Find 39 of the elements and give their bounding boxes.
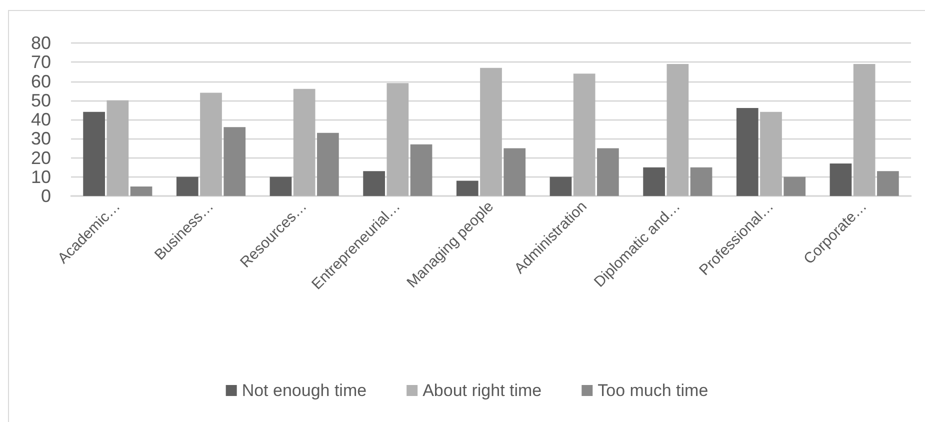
bar — [270, 176, 292, 196]
bar — [690, 167, 712, 196]
y-tick-label: 40 — [30, 110, 51, 130]
bar — [666, 64, 689, 196]
bar — [480, 68, 502, 196]
bar — [597, 148, 619, 196]
bar — [363, 171, 385, 196]
bar — [573, 74, 596, 196]
bar — [317, 132, 339, 196]
y-tick-label: 50 — [30, 90, 51, 110]
bar — [877, 171, 899, 196]
bar — [83, 112, 105, 196]
bar — [386, 83, 409, 196]
bar — [504, 148, 526, 196]
bar — [176, 176, 198, 196]
bar — [830, 163, 852, 196]
y-tick-label: 0 — [40, 186, 51, 206]
bar — [106, 100, 129, 196]
y-tick-label: 60 — [30, 71, 51, 92]
y-tick-label: 70 — [30, 52, 51, 72]
bar — [224, 127, 246, 196]
legend-label: Too much time — [598, 381, 708, 400]
bar — [130, 186, 152, 196]
bar — [293, 88, 316, 196]
bar — [760, 112, 782, 196]
y-tick-label: 80 — [30, 33, 51, 53]
y-tick-label: 20 — [30, 148, 51, 168]
bar — [550, 176, 572, 196]
bar — [736, 108, 758, 196]
bar — [200, 92, 222, 196]
legend-label: Not enough time — [242, 381, 367, 400]
y-tick-label: 10 — [30, 166, 51, 187]
bar — [643, 167, 665, 196]
bar — [456, 180, 478, 196]
legend-label: About right time — [422, 381, 542, 400]
bar — [853, 64, 876, 196]
bar — [784, 176, 806, 196]
bar — [410, 144, 432, 196]
y-tick-label: 30 — [30, 128, 51, 149]
